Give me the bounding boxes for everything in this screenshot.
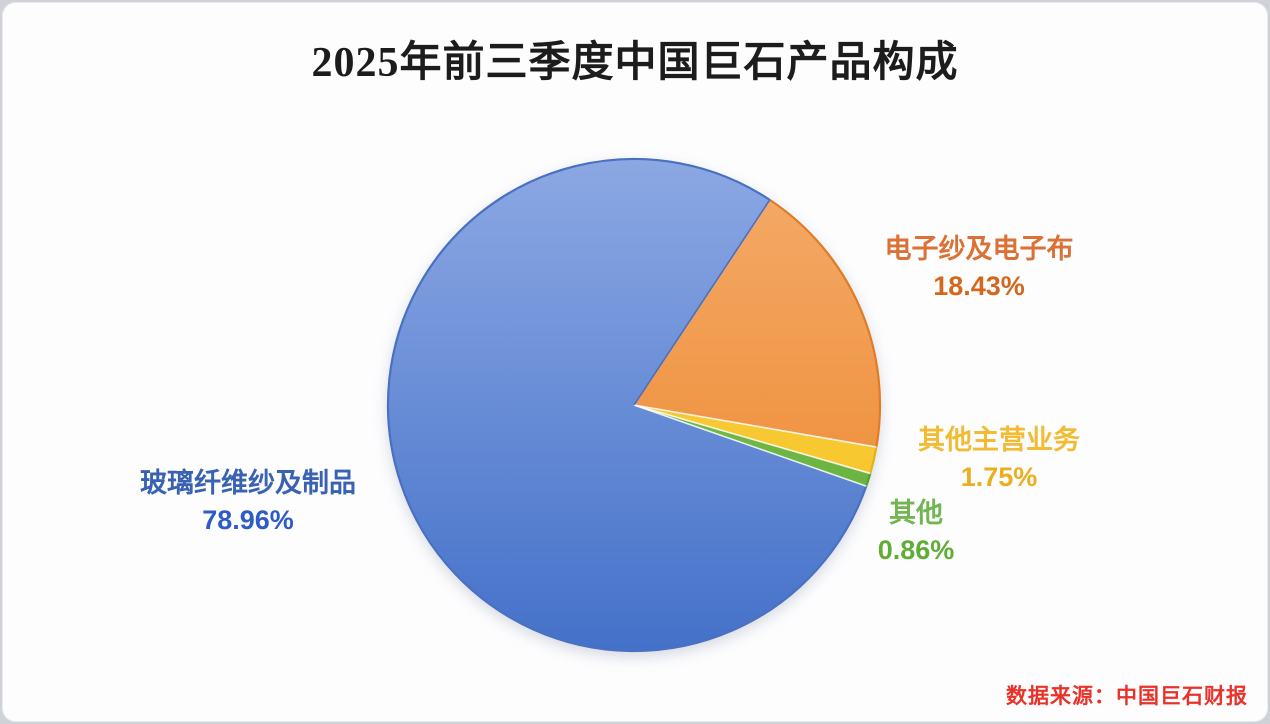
data-source-note: 数据来源：中国巨石财报	[1006, 685, 1248, 708]
pie-slice-rim-0	[769, 198, 882, 448]
pie-slice-3	[387, 158, 867, 651]
pie-chart	[386, 157, 882, 653]
slice-label: 电子纱及电子布	[884, 234, 1074, 264]
callout-glass-fiber: 玻璃纤维纱及制品 78.96%	[88, 466, 408, 537]
slice-value: 18.43%	[933, 271, 1025, 301]
callout-other-main-business: 其他主营业务 1.75%	[859, 423, 1139, 494]
slice-separator-3	[633, 199, 771, 406]
slice-label: 其他	[889, 498, 943, 528]
slice-label: 玻璃纤维纱及制品	[140, 468, 356, 498]
slice-value: 1.75%	[960, 462, 1038, 492]
pie-slice-0	[634, 199, 881, 448]
chart-title: 2025年前三季度中国巨石产品构成	[311, 40, 959, 86]
callout-other: 其他 0.86%	[796, 496, 1036, 567]
slice-value: 0.86%	[877, 535, 955, 565]
slice-separator-0	[633, 404, 877, 448]
slice-label: 其他主营业务	[918, 425, 1080, 455]
callout-electronic-yarn: 电子纱及电子布 18.43%	[839, 232, 1119, 303]
slice-separator-2	[633, 404, 867, 487]
pie-slice-rim-2	[865, 473, 872, 487]
pie-slice-rim-3	[386, 157, 868, 653]
slice-value: 78.96%	[202, 505, 294, 535]
pie-chart-area	[384, 155, 884, 655]
slice-separator-1	[633, 404, 871, 475]
